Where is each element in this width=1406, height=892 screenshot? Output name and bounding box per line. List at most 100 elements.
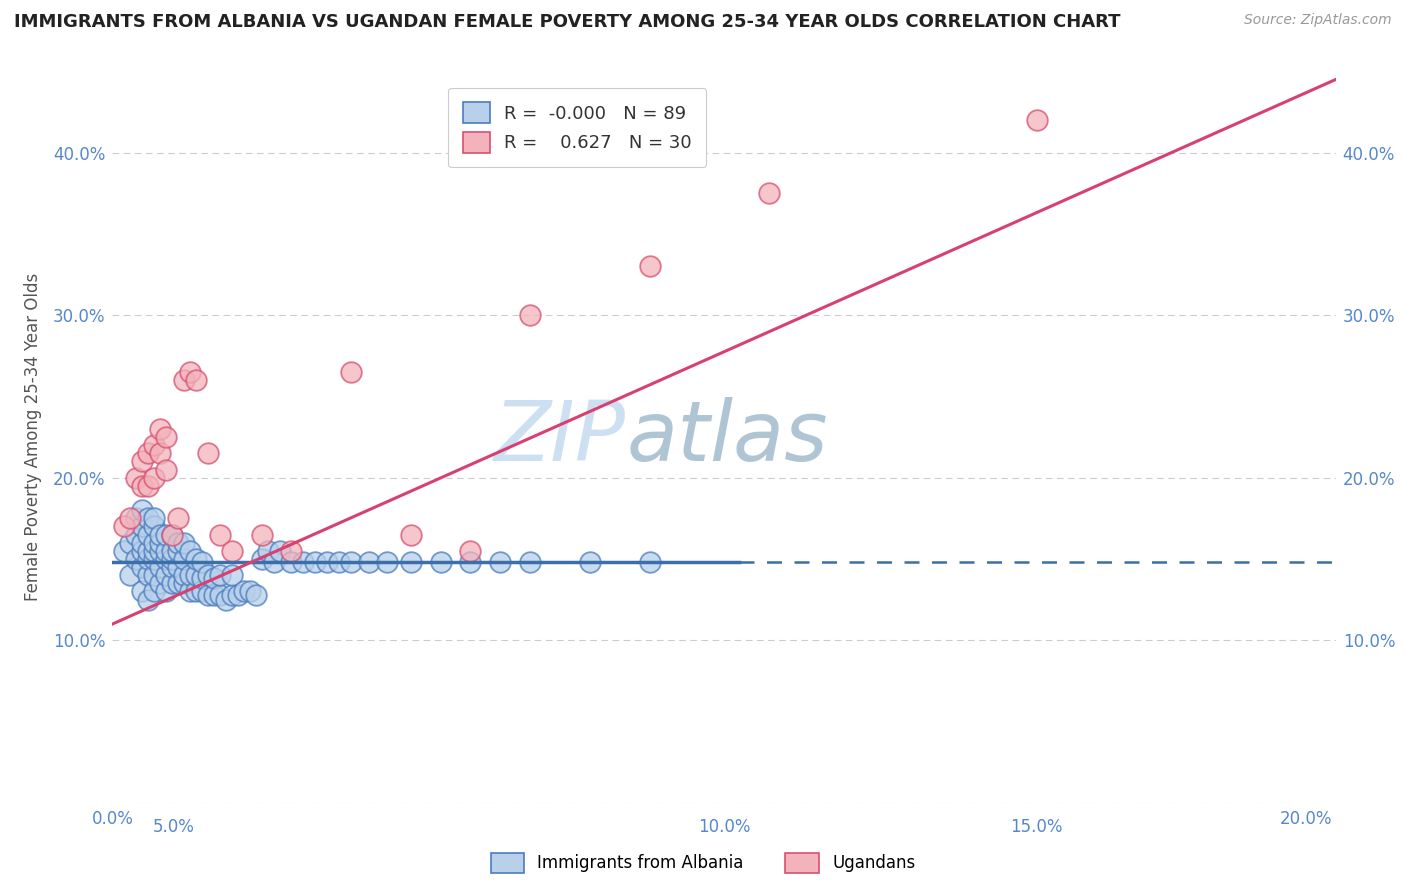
- Point: [125, 552, 148, 566]
- Point: [160, 560, 183, 574]
- Point: [316, 555, 339, 569]
- Point: [280, 544, 302, 558]
- Point: [155, 568, 177, 582]
- Point: [179, 584, 201, 599]
- Point: [160, 576, 183, 591]
- Point: [143, 584, 166, 599]
- Point: [256, 544, 278, 558]
- Point: [239, 584, 262, 599]
- Point: [125, 527, 148, 541]
- Point: [208, 527, 231, 541]
- Point: [429, 555, 451, 569]
- Point: [120, 511, 142, 525]
- Point: [340, 555, 363, 569]
- Legend: R =  -0.000   N = 89, R =    0.627   N = 30: R = -0.000 N = 89, R = 0.627 N = 30: [449, 87, 706, 168]
- Point: [131, 503, 153, 517]
- Point: [155, 552, 177, 566]
- Point: [1026, 113, 1049, 128]
- Point: [191, 555, 214, 569]
- Point: [221, 544, 243, 558]
- Point: [232, 584, 254, 599]
- Point: [131, 519, 153, 533]
- Point: [125, 471, 148, 485]
- Text: atlas: atlas: [626, 397, 828, 477]
- Point: [191, 572, 214, 586]
- Point: [184, 568, 207, 582]
- Point: [120, 535, 142, 549]
- Point: [155, 462, 177, 476]
- Point: [250, 527, 273, 541]
- Point: [179, 544, 201, 558]
- Point: [173, 373, 195, 387]
- Point: [125, 511, 148, 525]
- Point: [197, 446, 219, 460]
- Text: ZIP: ZIP: [495, 397, 626, 477]
- Point: [460, 544, 482, 558]
- Point: [579, 555, 602, 569]
- Point: [136, 552, 159, 566]
- Point: [149, 527, 172, 541]
- Point: [167, 560, 190, 574]
- Point: [184, 584, 207, 599]
- Point: [143, 552, 166, 566]
- Point: [143, 519, 166, 533]
- Point: [167, 511, 190, 525]
- Point: [160, 552, 183, 566]
- Point: [131, 454, 153, 468]
- Point: [136, 446, 159, 460]
- Point: [131, 535, 153, 549]
- Point: [328, 555, 350, 569]
- Point: [131, 479, 153, 493]
- Point: [519, 555, 541, 569]
- Point: [208, 568, 231, 582]
- Point: [221, 588, 243, 602]
- Point: [173, 552, 195, 566]
- Point: [202, 572, 225, 586]
- Point: [375, 555, 398, 569]
- Point: [191, 584, 214, 599]
- Point: [155, 430, 177, 444]
- Point: [184, 373, 207, 387]
- Legend: Immigrants from Albania, Ugandans: Immigrants from Albania, Ugandans: [484, 847, 922, 880]
- Point: [136, 511, 159, 525]
- Point: [357, 555, 380, 569]
- Point: [758, 186, 780, 201]
- Point: [197, 588, 219, 602]
- Text: 5.0%: 5.0%: [153, 818, 194, 836]
- Point: [160, 527, 183, 541]
- Point: [179, 568, 201, 582]
- Point: [143, 535, 166, 549]
- Point: [155, 527, 177, 541]
- Point: [489, 555, 512, 569]
- Point: [131, 560, 153, 574]
- Point: [208, 588, 231, 602]
- Point: [149, 446, 172, 460]
- Point: [160, 527, 183, 541]
- Point: [399, 555, 422, 569]
- Point: [179, 365, 201, 379]
- Point: [167, 544, 190, 558]
- Point: [136, 479, 159, 493]
- Point: [143, 544, 166, 558]
- Point: [460, 555, 482, 569]
- Point: [304, 555, 326, 569]
- Point: [292, 555, 315, 569]
- Point: [167, 535, 190, 549]
- Point: [269, 544, 291, 558]
- Text: 15.0%: 15.0%: [1010, 818, 1063, 836]
- Point: [184, 552, 207, 566]
- Point: [340, 365, 363, 379]
- Text: Source: ZipAtlas.com: Source: ZipAtlas.com: [1244, 13, 1392, 28]
- Point: [197, 568, 219, 582]
- Point: [173, 576, 195, 591]
- Point: [155, 544, 177, 558]
- Point: [519, 308, 541, 322]
- Point: [136, 527, 159, 541]
- Point: [112, 519, 135, 533]
- Point: [149, 576, 172, 591]
- Point: [250, 552, 273, 566]
- Point: [149, 535, 172, 549]
- Point: [173, 535, 195, 549]
- Point: [112, 544, 135, 558]
- Point: [245, 588, 267, 602]
